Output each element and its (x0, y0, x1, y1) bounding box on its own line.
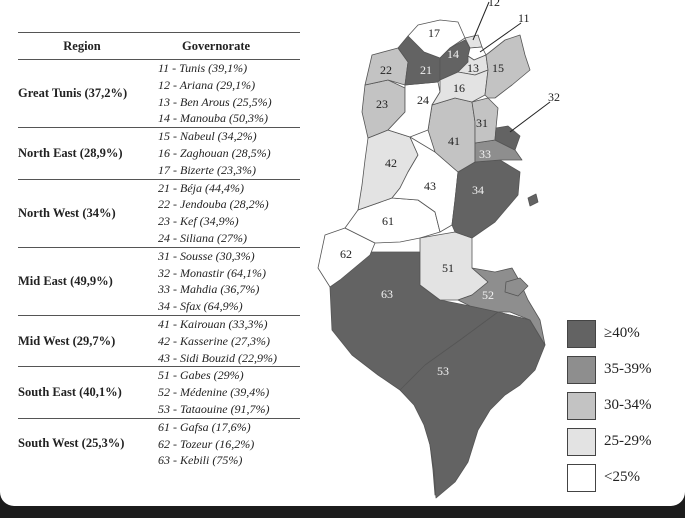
map-label-63: 63 (381, 287, 393, 301)
map-label-14: 14 (447, 47, 459, 61)
governorate-entry: 52 - Médenine (39,4%) (158, 385, 270, 400)
governorate-list: 51 - Gabes (29%) 52 - Médenine (39,4%) 5… (146, 366, 300, 419)
governorate-column-header: Governorate (146, 32, 300, 60)
map-label-21: 21 (420, 63, 432, 77)
governorate-entry: 11 - Tunis (39,1%) (158, 61, 248, 75)
map-label-13: 13 (467, 61, 479, 75)
map-label-12: 12 (488, 0, 500, 9)
region-15-nabeul (484, 34, 531, 99)
governorate-list: 15 - Nabeul (34,2%) 16 - Zaghouan (28,5%… (146, 127, 300, 180)
table-row: Mid West (29,7%) 41 - Kairouan (33,3%) 4… (18, 315, 300, 368)
table-row: North West (34%) 21 - Béja (44,4%) 22 - … (18, 179, 300, 248)
governorate-entry: 32 - Monastir (64,1%) (158, 265, 266, 280)
legend-label: 25-29% (604, 433, 652, 449)
djerba-island (504, 277, 529, 297)
table-row: North East (28,9%) 15 - Nabeul (34,2%) 1… (18, 127, 300, 180)
map-label-52: 52 (482, 288, 494, 302)
region-name: North West (34%) (18, 179, 146, 248)
governorate-entry: 24 - Siliana (27%) (158, 230, 247, 245)
map-label-61: 61 (382, 214, 394, 228)
governorate-entry: 42 - Kasserine (27,3%) (158, 333, 270, 348)
governorate-entry: 53 - Tataouine (91,7%) (158, 401, 270, 416)
leader-lines (472, 1, 551, 133)
map-label-32: 32 (548, 90, 560, 104)
region-name: South East (40,1%) (18, 366, 146, 419)
map-label-34: 34 (472, 183, 484, 197)
map-label-62: 62 (340, 247, 352, 261)
legend-swatch (567, 464, 596, 492)
region-52-medenine (457, 267, 546, 346)
governorate-list: 61 - Gafsa (17,6%) 62 - Tozeur (16,2%) 6… (146, 418, 300, 469)
legend-swatch (567, 392, 596, 420)
table-row: Mid East (49,9%) 31 - Sousse (30,3%) 32 … (18, 247, 300, 316)
legend-label: ≥40% (604, 325, 640, 341)
region-column-header: Region (18, 32, 146, 60)
table-row: South West (25,3%) 61 - Gafsa (17,6%) 62… (18, 418, 300, 469)
governorate-entry: 63 - Kebili (75%) (158, 453, 243, 468)
region-34-sfax (451, 159, 521, 239)
governorate-entry: 62 - Tozeur (16,2%) (158, 436, 255, 451)
legend-label: 30-34% (604, 397, 652, 413)
region-32-monastir (494, 125, 521, 151)
governorate-entry: 13 - Ben Arous (25,5%) (158, 94, 272, 109)
map-label-41: 41 (448, 134, 460, 148)
governorate-entry: 61 - Gafsa (17,6%) (158, 419, 251, 434)
legend-swatch (567, 320, 596, 348)
legend-label: <25% (604, 469, 640, 485)
table-row: Great Tunis (37,2%) 11 - Tunis (39,1%) 1… (18, 59, 300, 129)
map-label-33: 33 (479, 147, 491, 161)
governorate-entry: 16 - Zaghouan (28,5%) (158, 145, 271, 160)
governorate-entry: 22 - Jendouba (28,2%) (158, 197, 269, 212)
governorate-entry: 14 - Manouba (50,3%) (158, 111, 268, 126)
map-label-23: 23 (376, 97, 388, 111)
region-24-siliana (387, 81, 441, 138)
governorate-entry: 23 - Kef (34,9%) (158, 214, 239, 229)
governorate-list: 21 - Béja (44,4%) 22 - Jendouba (28,2%) … (146, 179, 300, 248)
map-label-22: 22 (380, 63, 392, 77)
legend-label: 35-39% (604, 361, 652, 377)
map-label-17: 17 (428, 26, 440, 40)
map-label-31: 31 (476, 116, 488, 130)
region-name: Mid West (29,7%) (18, 315, 146, 368)
map-label-42: 42 (385, 156, 397, 170)
map-label-43: 43 (424, 179, 436, 193)
governorate-table: Region Governorate Great Tunis (37,2%) 1… (18, 32, 300, 469)
governorate-entry: 51 - Gabes (29%) (158, 368, 244, 383)
map-label-24: 24 (417, 93, 429, 107)
map-label-11: 11 (518, 11, 530, 25)
region-16-zaghouan (431, 69, 489, 106)
governorate-entry: 15 - Nabeul (34,2%) (158, 129, 257, 144)
governorate-entry: 34 - Sfax (64,9%) (158, 299, 243, 314)
map-label-15: 15 (492, 61, 504, 75)
governorate-list: 31 - Sousse (30,3%) 32 - Monastir (64,1%… (146, 247, 300, 316)
region-name: South West (25,3%) (18, 436, 125, 451)
governorate-list: 11 - Tunis (39,1%) 12 - Ariana (29,1%) 1… (146, 59, 300, 129)
region-name: Mid East (49,9%) (18, 247, 146, 316)
governorate-entry: 17 - Bizerte (23,3%) (158, 162, 256, 177)
tunisia-map: 12 11 32 17 14 13 15 16 22 21 23 24 31 4… (317, 0, 560, 499)
region-name: North East (28,9%) (18, 127, 146, 180)
governorate-entry: 31 - Sousse (30,3%) (158, 248, 255, 263)
table-header-row: Region Governorate (18, 32, 300, 60)
governorate-entry: 12 - Ariana (29,1%) (158, 77, 256, 92)
legend-swatch (567, 356, 596, 384)
governorate-entry: 21 - Béja (44,4%) (158, 180, 244, 195)
map-label-51: 51 (442, 261, 454, 275)
kerkennah-island (527, 193, 539, 207)
table-row: South East (40,1%) 51 - Gabes (29%) 52 -… (18, 366, 300, 419)
governorate-entry: 33 - Mahdia (36,7%) (158, 282, 260, 297)
governorate-list: 41 - Kairouan (33,3%) 42 - Kasserine (27… (146, 315, 300, 368)
governorate-entry: 43 - Sidi Bouzid (22,9%) (158, 350, 277, 365)
figure-panel: Region Governorate Great Tunis (37,2%) 1… (0, 0, 685, 506)
map-label-16: 16 (453, 81, 465, 95)
governorate-entry: 41 - Kairouan (33,3%) (158, 316, 268, 331)
map-label-53: 53 (437, 364, 449, 378)
legend-swatch (567, 428, 596, 456)
region-name: Great Tunis (37,2%) (18, 59, 146, 129)
